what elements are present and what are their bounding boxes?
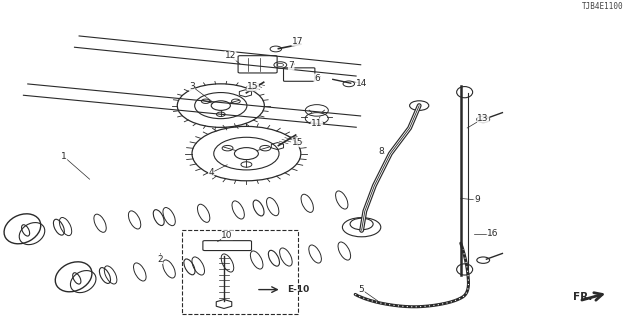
- Text: 7: 7: [289, 61, 294, 70]
- Text: TJB4E1100: TJB4E1100: [582, 2, 624, 11]
- Text: 15: 15: [247, 82, 259, 91]
- Text: 3: 3: [189, 82, 195, 91]
- Text: 16: 16: [487, 229, 499, 238]
- Text: 9: 9: [474, 196, 479, 204]
- Text: E-10: E-10: [287, 285, 309, 294]
- Text: 4: 4: [209, 168, 214, 177]
- Text: 12: 12: [225, 52, 236, 60]
- Text: 1: 1: [61, 152, 67, 161]
- Text: 15: 15: [292, 138, 303, 147]
- Text: 6: 6: [314, 74, 319, 83]
- Text: 2: 2: [157, 255, 163, 264]
- Bar: [182, 230, 298, 314]
- Text: FR.: FR.: [573, 292, 592, 302]
- Text: 14: 14: [356, 79, 367, 88]
- Text: 11: 11: [311, 119, 323, 128]
- Text: 10: 10: [221, 231, 233, 240]
- Text: 5: 5: [359, 285, 364, 294]
- Text: 17: 17: [292, 37, 303, 46]
- Text: 8: 8: [378, 148, 383, 156]
- Text: 13: 13: [477, 114, 489, 123]
